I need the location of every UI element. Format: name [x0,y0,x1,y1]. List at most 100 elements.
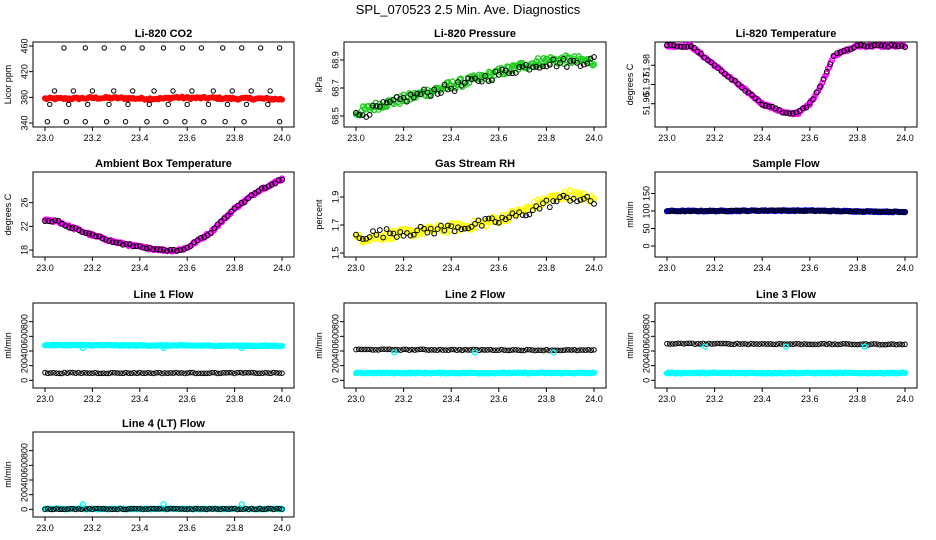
data-point [279,370,285,376]
data-point [465,347,471,353]
data-point [506,214,512,221]
data-point [218,218,224,225]
data-point [863,208,869,215]
data-point [243,101,250,108]
data-point [728,76,735,83]
data-point [184,370,190,376]
x-tick-label: 23.4 [753,394,771,404]
outliers [701,343,868,350]
data-point [47,370,54,376]
data-point [854,42,861,49]
data-point [428,347,435,353]
data-point [738,84,745,91]
plot-frame [32,41,295,128]
data-point [69,225,75,231]
data-point [67,506,73,512]
data-point [751,341,757,347]
outliers [79,501,245,508]
data-point [767,207,774,213]
data-point [67,369,73,376]
x-tick-label: 23.2 [84,523,102,533]
data-point [234,506,241,513]
data-point [588,347,595,354]
data-point [686,208,693,215]
data-point [406,347,413,353]
data-point [164,506,171,512]
data-point [206,505,213,512]
data-point [803,104,810,111]
data-point [475,78,482,85]
series-hi [41,341,286,350]
data-point [874,42,881,48]
data-point [540,347,547,354]
data-point [451,346,457,353]
data-point [550,56,557,63]
y-tick-label: 600 [19,458,29,473]
data-point [78,370,85,377]
data-point [516,209,523,216]
data-point [393,234,400,240]
data-point [529,347,536,353]
data-point [89,88,96,94]
x-tick-label: 23.2 [395,263,413,273]
data-point [896,341,903,347]
data-point [672,340,679,347]
data-point [686,340,693,347]
data-point [540,63,546,70]
data-point [125,506,132,512]
x-tick-label: 24.0 [585,263,603,273]
data-point [723,208,729,215]
panel-title: Li-820 Pressure [434,28,516,40]
data-point [42,218,48,225]
data-point [386,346,393,353]
x-tick-label: 23.6 [178,523,196,533]
data-point [793,208,799,214]
data-point [123,369,129,376]
data-point [356,111,363,118]
data-point [482,347,488,353]
y-tick-label: 0 [19,378,29,383]
data-point [843,341,850,347]
data-point [826,208,833,215]
data-point [468,347,474,353]
data-point [417,230,424,237]
data-point [479,346,485,353]
data-point [184,101,190,108]
data-point [64,370,71,376]
data-point [753,341,760,347]
data-point [224,213,231,219]
data-point [160,344,167,352]
data-point [888,41,895,48]
data-point [103,506,110,512]
data-point [487,346,494,353]
y-tick-label: 68.5 [330,107,340,125]
data-point [533,63,540,70]
data-point [248,88,254,94]
data-point [181,506,188,513]
data-point [267,88,273,94]
data-point [711,62,718,68]
data-point [373,231,380,238]
data-point [75,506,82,512]
y-tick-label: 600 [641,329,651,344]
data-point [50,369,57,376]
data-point [359,236,366,242]
data-point [255,188,262,194]
data-point [95,370,101,377]
data-point [779,207,785,214]
data-point [742,208,749,214]
data-point [784,208,791,214]
data-point [231,370,238,377]
data-point [821,207,827,214]
data-point [242,369,249,376]
y-tick-label: 200 [19,358,29,373]
data-point [353,231,359,238]
y-axis-label: ml/min [3,332,13,359]
data-point [809,341,816,348]
data-point [55,217,62,224]
data-point [179,45,186,51]
data-point [681,43,687,50]
data-point [434,91,441,97]
data-point [849,341,855,348]
data-point [198,45,205,51]
